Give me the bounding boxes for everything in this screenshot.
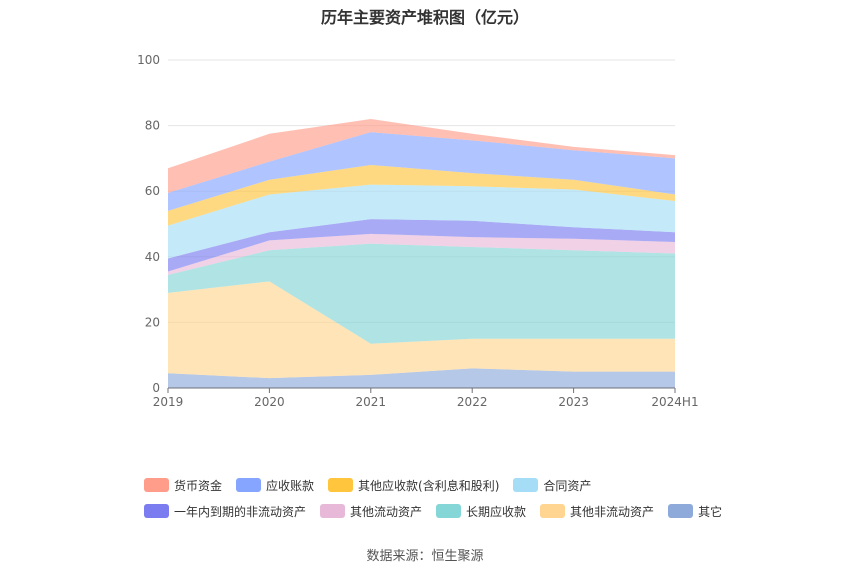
area-series [168, 119, 675, 193]
legend-swatch [513, 478, 539, 492]
x-tick-label: 2024H1 [651, 395, 698, 409]
area-series-group [168, 119, 675, 388]
y-tick-label: 80 [145, 119, 160, 133]
legend-item[interactable]: 合同资产 [513, 477, 591, 494]
area-series [168, 164, 675, 226]
legend-item[interactable]: 应收账款 [236, 477, 314, 494]
legend-label: 合同资产 [543, 478, 592, 493]
x-axis: 2019 2020 2021 2022 2023 2024H1 [153, 387, 699, 409]
source-prefix: 数据来源： [366, 549, 432, 564]
data-source: 数据来源：恒生聚源 [0, 545, 850, 564]
y-tick-label: 60 [145, 184, 160, 198]
legend-swatch [328, 478, 354, 492]
legend-label: 长期应收款 [466, 504, 527, 519]
legend-swatch [144, 504, 169, 518]
legend-label: 其他流动资产 [350, 504, 423, 519]
source-name: 恒生聚源 [431, 549, 484, 564]
area-series [168, 243, 675, 344]
legend-label: 货币资金 [174, 478, 223, 493]
legend-swatch [540, 504, 566, 518]
legend-item[interactable]: 一年内到期的非流动资产 [144, 503, 306, 520]
legend-label: 应收账款 [266, 478, 315, 493]
legend-item[interactable]: 其他流动资产 [320, 503, 422, 520]
area-series [168, 233, 675, 275]
legend-swatch [144, 478, 169, 492]
area-series [168, 132, 675, 211]
chart-title: 历年主要资产堆积图（亿元） [320, 8, 529, 27]
legend-item[interactable]: 其他非流动资产 [540, 503, 654, 520]
legend-swatch [320, 504, 346, 518]
legend-item[interactable]: 货币资金 [144, 477, 222, 494]
x-tick-label: 2022 [457, 395, 488, 409]
legend-swatch [668, 504, 694, 518]
legend-item[interactable]: 长期应收款 [436, 503, 526, 520]
legend-label: 其他非流动资产 [570, 504, 655, 519]
legend-item[interactable]: 其它 [668, 503, 722, 520]
y-tick-label: 0 [152, 381, 160, 395]
area-series [168, 219, 675, 272]
area-series [168, 281, 675, 379]
x-tick-label: 2023 [558, 395, 589, 409]
area-series [168, 368, 675, 388]
y-tick-label: 100 [137, 53, 160, 67]
x-tick-label: 2021 [356, 395, 387, 409]
legend-row: 一年内到期的非流动资产 其他流动资产 长期应收款 其他非流动资产 其它 [144, 498, 764, 524]
area-series [168, 184, 675, 259]
legend-swatch [236, 478, 262, 492]
y-axis: 0 20 40 60 80 100 [137, 53, 160, 395]
legend-label: 其他应收款(含利息和股利) [358, 478, 500, 493]
y-tick-label: 40 [145, 250, 160, 264]
legend-row: 货币资金 应收账款 其他应收款(含利息和股利) 合同资产 [144, 472, 764, 498]
legend-swatch [436, 504, 462, 518]
legend-label: 一年内到期的非流动资产 [174, 504, 307, 519]
legend-item[interactable]: 其他应收款(含利息和股利) [328, 477, 499, 494]
chart-legend: 货币资金 应收账款 其他应收款(含利息和股利) 合同资产一年内到期的非流动资产 其他流动… [144, 472, 764, 524]
y-tick-label: 20 [145, 315, 160, 329]
x-tick-label: 2020 [254, 395, 285, 409]
x-tick-label: 2019 [153, 395, 184, 409]
legend-label: 其它 [698, 504, 723, 519]
